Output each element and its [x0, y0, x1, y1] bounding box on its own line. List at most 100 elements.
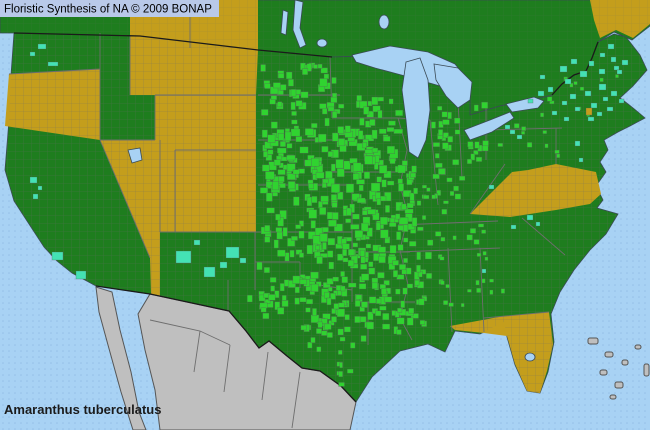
county-marker: [333, 223, 343, 232]
county-marker: [434, 153, 440, 159]
county-marker: [431, 194, 436, 200]
county-marker: [270, 285, 275, 292]
county-marker: [377, 110, 383, 119]
county-marker: [402, 287, 408, 295]
county-marker: [397, 224, 404, 231]
county-marker: [281, 300, 289, 307]
county-marker: [316, 256, 323, 265]
county-marker: [284, 131, 292, 142]
county-marker: [481, 101, 489, 109]
region-bahamas: [587, 337, 650, 400]
county-marker: [388, 120, 396, 126]
county-marker: [270, 95, 277, 100]
county-marker: [203, 266, 216, 278]
county-marker: [299, 146, 309, 154]
county-marker: [310, 271, 319, 279]
county-marker: [547, 96, 553, 102]
county-marker: [409, 241, 417, 247]
county-marker: [290, 128, 301, 137]
county-marker: [324, 117, 330, 127]
county-marker: [422, 184, 427, 189]
county-marker: [327, 250, 334, 258]
county-marker: [345, 218, 352, 224]
county-marker: [489, 289, 494, 295]
county-marker: [320, 195, 329, 203]
county-marker: [279, 141, 286, 147]
county-marker: [316, 346, 322, 353]
county-marker: [526, 142, 533, 148]
county-marker: [275, 213, 281, 221]
county-marker: [327, 151, 334, 158]
county-marker: [336, 168, 345, 178]
county-marker: [295, 136, 303, 143]
county-marker: [305, 298, 314, 305]
county-marker: [432, 173, 440, 180]
county-marker: [398, 264, 407, 271]
county-marker: [278, 175, 285, 183]
great-salt-lake-shape: [127, 147, 143, 164]
county-marker: [288, 78, 294, 87]
county-marker: [473, 104, 479, 112]
county-marker: [281, 295, 287, 301]
county-marker: [299, 252, 304, 258]
county-marker: [388, 98, 394, 105]
county-marker: [326, 332, 333, 338]
county-marker: [286, 71, 293, 80]
county-marker: [556, 153, 561, 158]
county-marker: [454, 129, 461, 135]
county-marker: [347, 248, 355, 256]
county-marker: [378, 255, 386, 264]
county-marker: [318, 133, 327, 143]
county-marker: [319, 207, 327, 215]
county-marker: [389, 222, 397, 227]
county-marker: [282, 227, 288, 237]
county-marker: [264, 236, 271, 243]
county-marker: [270, 121, 278, 129]
county-marker: [574, 140, 581, 147]
county-marker: [272, 82, 281, 89]
county-marker: [615, 74, 619, 79]
county-marker: [375, 191, 381, 200]
species-name-label: Amaranthus tuberculatus: [4, 402, 161, 417]
county-marker: [272, 181, 279, 191]
county-marker: [321, 146, 329, 153]
county-marker: [473, 150, 479, 155]
county-marker: [401, 160, 408, 166]
county-marker: [338, 382, 345, 387]
county-marker: [359, 316, 367, 323]
county-marker: [175, 250, 192, 264]
county-marker: [37, 43, 47, 50]
county-marker: [475, 156, 483, 162]
county-marker: [449, 190, 455, 196]
county-marker: [277, 101, 283, 108]
county-marker: [395, 288, 401, 295]
county-marker: [578, 157, 584, 163]
county-marker: [338, 371, 343, 378]
county-marker: [481, 145, 489, 152]
county-marker: [317, 63, 323, 69]
lakes-layer: [127, 0, 545, 362]
county-marker: [315, 245, 321, 251]
county-marker: [302, 68, 309, 75]
county-marker: [342, 257, 349, 263]
county-marker: [294, 297, 300, 305]
county-marker: [416, 200, 422, 206]
county-marker: [442, 119, 450, 125]
county-marker: [375, 222, 381, 231]
county-marker: [328, 261, 335, 270]
county-marker: [616, 69, 623, 75]
lake-nipigon-shape: [378, 14, 390, 30]
county-marker: [421, 215, 427, 220]
county-marker: [579, 86, 585, 91]
county-marker: [596, 111, 603, 117]
county-marker: [540, 112, 545, 118]
county-marker: [432, 142, 441, 148]
county-marker: [441, 111, 448, 118]
county-marker: [381, 179, 387, 188]
county-marker: [411, 165, 417, 173]
county-marker: [418, 298, 425, 306]
county-marker: [379, 216, 388, 225]
county-marker: [419, 320, 426, 325]
lake-okeechobee-shape: [524, 352, 536, 362]
county-marker: [459, 175, 466, 181]
